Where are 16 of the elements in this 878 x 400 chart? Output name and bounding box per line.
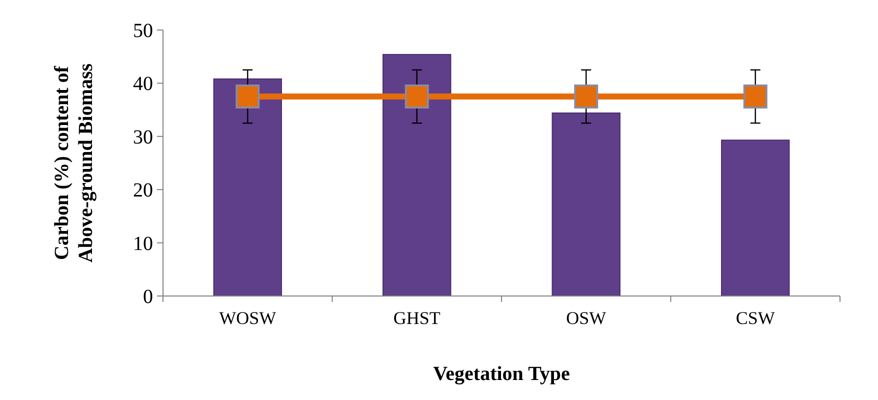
bar	[382, 54, 452, 296]
y-tick-label: 40	[133, 73, 153, 96]
y-axis-title: Carbon (%) content of Above-ground Biomass	[51, 63, 97, 263]
x-axis-title: Vegetation Type	[433, 363, 570, 385]
y-tick-label: 0	[143, 286, 153, 308]
bar	[213, 78, 282, 296]
x-tick-label: CSW	[736, 308, 775, 328]
bar	[721, 140, 790, 296]
y-tick-label: 50	[133, 20, 153, 42]
x-tick-label: GHST	[393, 308, 440, 328]
x-tick-label: WOSW	[219, 308, 276, 328]
y-tick-label: 10	[133, 232, 153, 255]
x-tick-label: OSW	[566, 308, 606, 328]
bar	[552, 112, 620, 296]
y-tick-label: 20	[133, 180, 153, 202]
y-tick-label: 30	[133, 126, 153, 148]
